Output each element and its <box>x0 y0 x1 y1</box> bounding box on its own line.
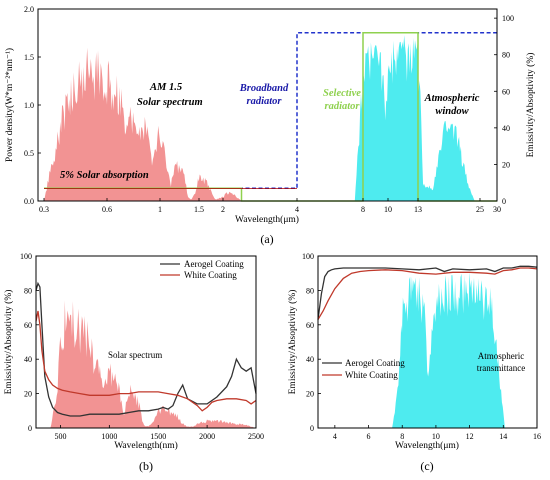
panel-c-annotation-line2: transmittance <box>477 363 525 373</box>
panel-a-y-tick-label-4: 2.0 <box>24 5 34 14</box>
panel-a-y-tick-label-3: 1.5 <box>24 53 34 62</box>
absorption-annotation: 5% Solar absorption <box>60 170 149 181</box>
panel-c-y-axis-label: Emissivity/Absoptivity (%) <box>287 290 298 395</box>
panel-a-x-tick-label-10: 30 <box>493 205 501 214</box>
panel-b-label: (b) <box>139 459 153 473</box>
panel-b-annotation: Solar spectrum <box>108 350 162 360</box>
panel-a-y2-tick-label-0: 0 <box>502 197 506 206</box>
panel-a-y-tick-label-0: 0.0 <box>24 197 34 206</box>
panel-c-series-white-line <box>317 267 538 320</box>
panel-a-x-tick-label-5: 4 <box>295 205 299 214</box>
panel-b-x-axis-label: Wavelength(nm) <box>114 440 178 451</box>
panel-a-y-tick-label-2: 1.0 <box>24 101 34 110</box>
panel-b-x-tick-label-3: 2000 <box>199 432 215 441</box>
panel-b-legend-white: White Coating <box>184 270 237 280</box>
panel-a-y2-tick-label-1: 20 <box>502 160 510 169</box>
panel-b-legend: Aerogel Coating White Coating <box>160 259 244 280</box>
panel-a-x-tick-label-1: 0.6 <box>102 205 112 214</box>
window-spectrum-area <box>354 35 475 202</box>
panel-b-x-tick-label-0: 500 <box>54 432 66 441</box>
panel-c-y-tick-label-2: 40 <box>306 355 314 364</box>
panel-c-legend: Aerogel Coating White Coating <box>322 358 405 380</box>
solar-spectrum-area-fill <box>44 47 242 202</box>
panel-b-y-axis-label: Emissivity/Absoptivity (%) <box>3 290 14 395</box>
panel-c-transmittance-area <box>392 271 505 428</box>
broadband-annotation-line1: Broadband <box>239 83 289 94</box>
panel-c-y-tick-label-0: 0 <box>310 424 314 433</box>
panel-c-label: (c) <box>420 459 433 473</box>
panel-c-plot-frame <box>317 255 538 429</box>
panel-a-y-tick-label-1: 0.5 <box>24 149 34 158</box>
solar-spectrum-area <box>44 47 242 202</box>
panel-c-legend-aerogel: Aerogel Coating <box>345 358 405 368</box>
panel-a-y2-tick-label-2: 40 <box>502 124 510 133</box>
panel-a-chart: 0.3 0.6 1 1.5 2 4 8 10 13 25 30 0.0 0.5 1.0 1.5 2.0 0 20 4… <box>4 5 536 225</box>
panel-b-x-tick-label-1: 1000 <box>101 432 117 441</box>
panel-c-x-tick-label-2: 8 <box>400 432 404 441</box>
broadband-annotation-line2: radiator <box>246 96 282 107</box>
panel-c-x-tick-label-5: 14 <box>499 432 507 441</box>
window-annotation-line1: Atmospheric <box>424 93 480 104</box>
panel-b-y-tick-label-2: 40 <box>24 355 32 364</box>
panel-a-x-tick-label-8: 13 <box>414 205 422 214</box>
panel-b-x-tick-label-4: 2500 <box>248 432 264 441</box>
selective-annotation-line2: radiator <box>324 101 360 112</box>
panel-b-chart: 500 1000 1500 2000 2500 0 20 40 60 80 100 Waveleng… <box>3 252 264 451</box>
panel-c-y-tick-label-4: 80 <box>306 286 314 295</box>
panel-c-x-axis-label: Wavelength(μm) <box>395 440 459 451</box>
panel-a-x-tick-label-7: 10 <box>384 205 392 214</box>
panel-b-series-aerogel-line <box>35 281 257 417</box>
solar-annotation-line1: AM 1.5 <box>149 82 182 93</box>
panel-c-chart: 4 6 8 10 12 14 16 0 20 40 60 80 100 Wavelength(μm) E… <box>287 252 541 451</box>
selective-radiator-line <box>44 32 497 202</box>
window-spectrum-area-fill <box>354 35 475 202</box>
panel-b-solar-spectrum-area <box>36 300 256 428</box>
panel-a-label: (a) <box>260 232 273 246</box>
window-annotation-line2: window <box>435 106 469 117</box>
panel-c-y-tick-label-5: 100 <box>302 252 314 261</box>
panel-a-y2-tick-label-3: 60 <box>502 87 510 96</box>
panel-a-x-axis-label: Wavelength(μm) <box>235 214 299 225</box>
panel-b-y-tick-label-1: 20 <box>24 390 32 399</box>
panel-a-x-tick-label-0: 0.3 <box>39 205 49 214</box>
panel-a-y2-tick-label-4: 80 <box>502 51 510 60</box>
panel-c-legend-white: White Coating <box>345 370 398 380</box>
panel-b-legend-aerogel: Aerogel Coating <box>184 259 244 269</box>
panel-b-y-tick-label-0: 0 <box>28 424 32 433</box>
panel-c-x-tick-label-0: 4 <box>333 432 337 441</box>
panel-b-x-tick-label-2: 1500 <box>150 432 166 441</box>
panel-a-x-tick-label-9: 25 <box>476 205 484 214</box>
panel-c-annotation-line1: Atmospheric <box>478 351 525 361</box>
panel-a-y2-axis-label: Emissivity/Absoptivity (%) <box>525 53 536 158</box>
panel-a-x-tick-label-2: 1 <box>158 205 162 214</box>
panel-c-series-aerogel-line <box>317 265 538 320</box>
panel-b-plot-frame <box>35 255 257 429</box>
panel-c-x-tick-label-3: 10 <box>432 432 440 441</box>
panel-b-series-white-line <box>35 310 257 412</box>
panel-a-x-tick-label-3: 1.5 <box>194 205 204 214</box>
panel-c-x-tick-label-4: 12 <box>466 432 474 441</box>
panel-a-y2-tick-label-5: 100 <box>502 14 514 23</box>
panel-a-x-tick-label-4: 2 <box>221 205 225 214</box>
panel-c-y-tick-label-1: 20 <box>306 390 314 399</box>
panel-a-y-axis-label: Power density(W*m⁻²*nm⁻¹) <box>4 48 15 162</box>
panel-a-x-tick-label-6: 8 <box>361 205 365 214</box>
panel-b-y-tick-label-5: 100 <box>20 252 32 261</box>
panel-c-x-tick-label-1: 6 <box>367 432 371 441</box>
panel-c-transmittance-area-fill <box>392 271 505 428</box>
panel-c-x-tick-label-6: 16 <box>533 432 541 441</box>
solar-annotation-line2: Solar spectrum <box>137 97 203 108</box>
panel-b-y-tick-label-4: 80 <box>24 286 32 295</box>
panel-b-solar-spectrum-area-fill <box>36 300 256 428</box>
panel-b-y-tick-label-3: 60 <box>24 321 32 330</box>
panel-c-y-tick-label-3: 60 <box>306 321 314 330</box>
selective-annotation-line1: Selective <box>323 88 361 99</box>
